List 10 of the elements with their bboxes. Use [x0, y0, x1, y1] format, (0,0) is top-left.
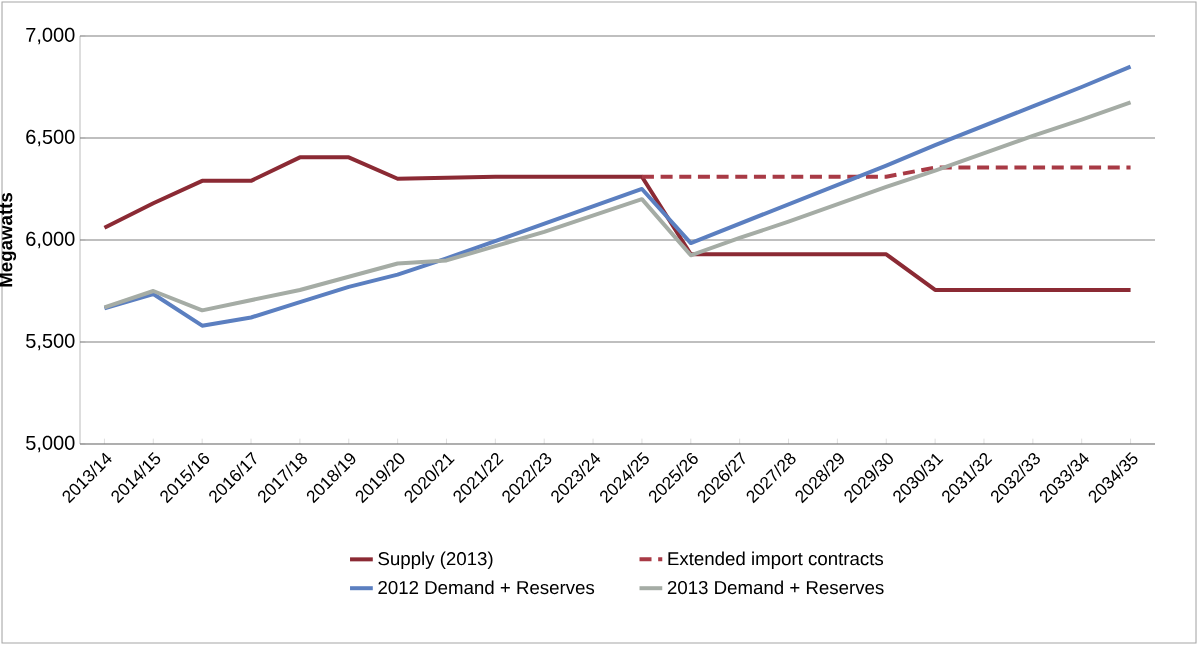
y-tick-label: 6,500: [26, 129, 75, 147]
y-axis-title: Megawatts: [0, 193, 17, 287]
legend-label: 2012 Demand + Reserves: [378, 580, 595, 595]
legend-label: Supply (2013): [378, 551, 493, 569]
y-tick-label: 5,000: [26, 435, 75, 453]
legend-label: 2013 Demand + Reserves: [667, 580, 884, 595]
y-tick-label: 5,500: [26, 333, 75, 351]
legend-label: Extended import contracts: [668, 551, 884, 569]
y-tick-label: 7,000: [26, 27, 75, 45]
y-tick-label: 6,000: [26, 231, 75, 249]
